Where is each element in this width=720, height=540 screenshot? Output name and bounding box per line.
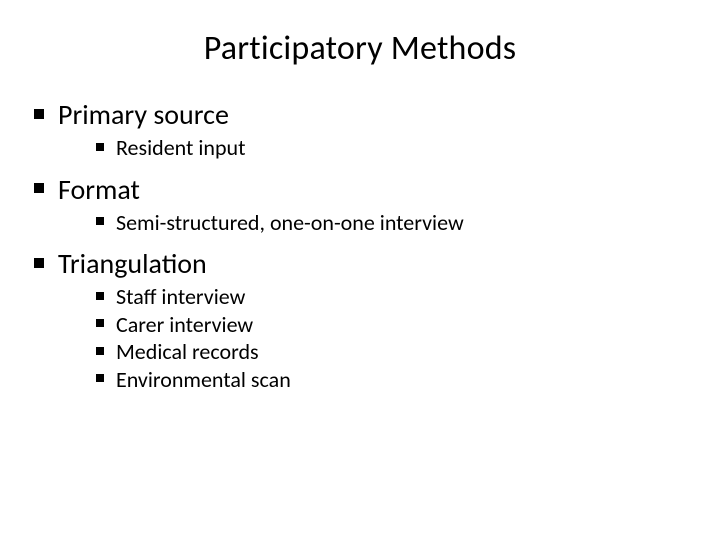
- sub-bullet-list: Staff interview Carer interview Medical …: [58, 283, 692, 393]
- sub-bullet: Carer interview: [96, 311, 692, 339]
- sub-bullet-list: Semi-structured, one-on-one interview: [58, 209, 692, 237]
- bullet-primary-source: Primary source Resident input: [34, 97, 692, 162]
- sub-bullet: Staff interview: [96, 283, 692, 311]
- slide-title: Participatory Methods: [28, 28, 692, 69]
- sub-bullet-label: Semi-structured, one-on-one interview: [116, 209, 464, 236]
- slide: Participatory Methods Primary source Res…: [0, 0, 720, 540]
- bullet-format: Format Semi-structured, one-on-one inter…: [34, 172, 692, 237]
- bullet-label: Format: [58, 172, 140, 207]
- sub-bullet-list: Resident input: [58, 134, 692, 162]
- sub-bullet: Medical records: [96, 338, 692, 366]
- sub-bullet-label: Medical records: [116, 338, 259, 365]
- bullet-triangulation: Triangulation Staff interview Carer inte…: [34, 246, 692, 393]
- bullet-label: Triangulation: [58, 246, 207, 281]
- sub-bullet: Environmental scan: [96, 366, 692, 394]
- bullet-list: Primary source Resident input Format Sem…: [28, 97, 692, 393]
- sub-bullet-label: Carer interview: [116, 311, 253, 338]
- sub-bullet: Semi-structured, one-on-one interview: [96, 209, 692, 237]
- bullet-label: Primary source: [58, 97, 229, 132]
- sub-bullet-label: Staff interview: [116, 283, 245, 310]
- sub-bullet-label: Resident input: [116, 134, 245, 161]
- sub-bullet-label: Environmental scan: [116, 366, 291, 393]
- sub-bullet: Resident input: [96, 134, 692, 162]
